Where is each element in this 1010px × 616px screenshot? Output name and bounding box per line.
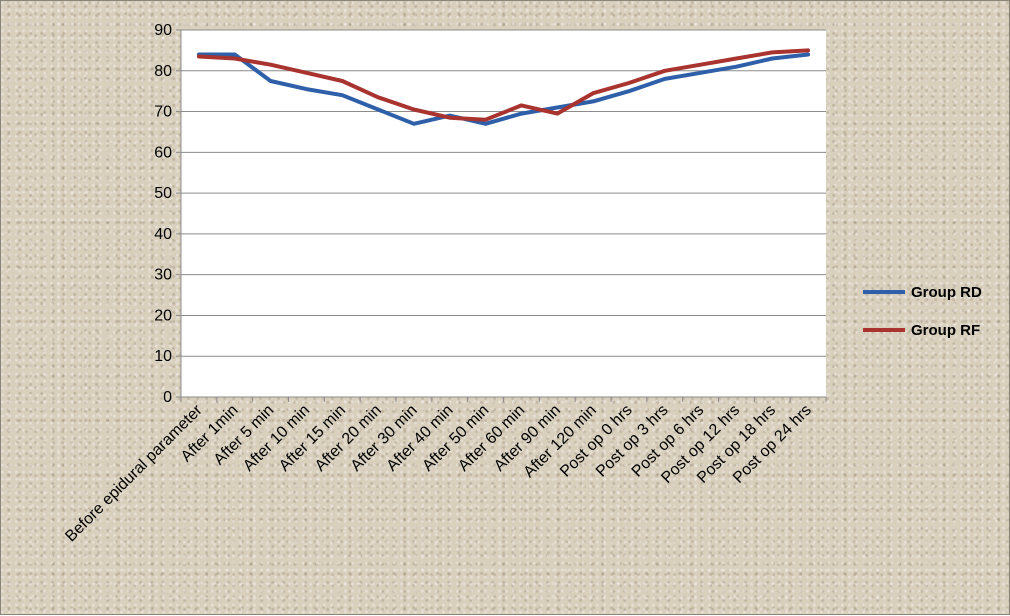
y-tick-label: 80 [154, 63, 172, 80]
legend-label-2: Group RF [911, 322, 980, 339]
y-tick-label: 70 [154, 104, 172, 121]
legend-label-1: Group RD [911, 284, 982, 301]
plot-area [181, 30, 826, 397]
x-tick-label: Before epidural parameter [62, 401, 206, 545]
y-tick-label: 10 [154, 348, 172, 365]
y-tick-label: 60 [154, 144, 172, 161]
y-tick-label: 30 [154, 267, 172, 284]
y-tick-label: 90 [154, 22, 172, 39]
y-tick-label: 50 [154, 185, 172, 202]
y-tick-label: 20 [154, 307, 172, 324]
y-tick-label: 0 [163, 389, 172, 406]
y-tick-label: 40 [154, 226, 172, 243]
